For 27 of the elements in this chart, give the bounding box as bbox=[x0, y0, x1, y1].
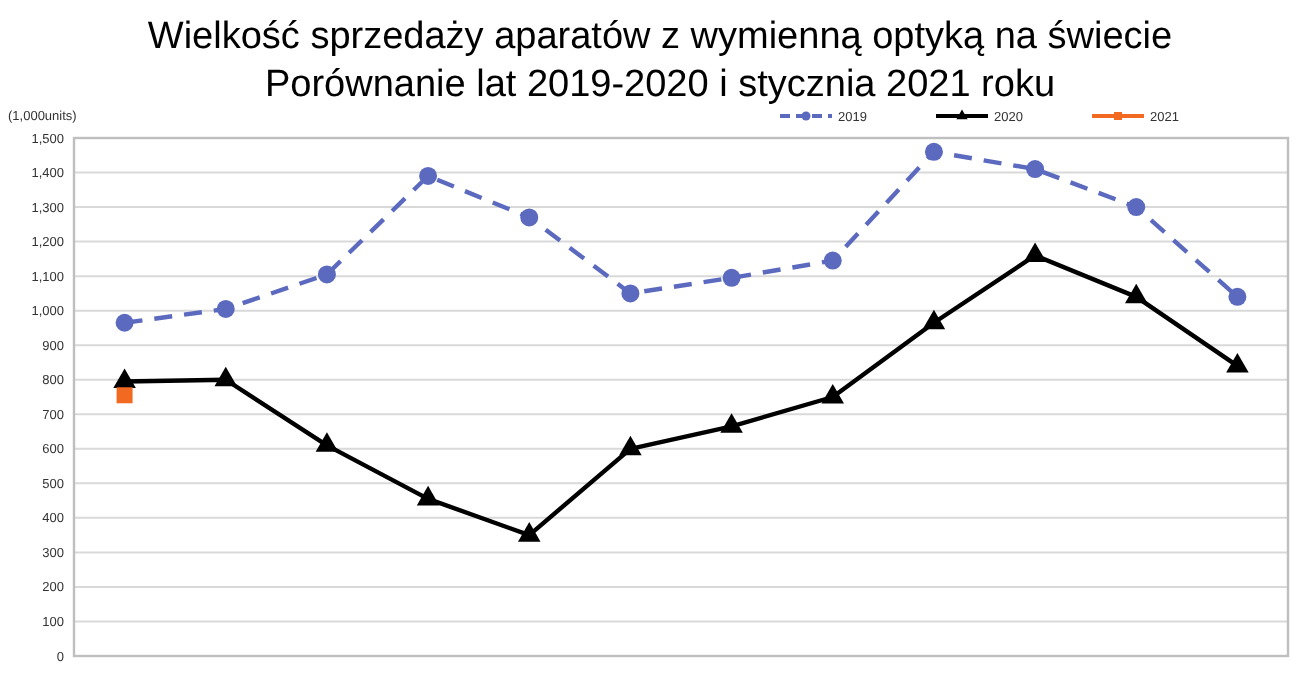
point bbox=[1124, 283, 1148, 304]
point bbox=[823, 251, 842, 270]
point bbox=[722, 268, 741, 287]
chart-title: Wielkość sprzedaży aparatów z wymienną optyką na świecie bbox=[147, 16, 1173, 58]
point bbox=[116, 387, 133, 404]
point bbox=[619, 435, 642, 456]
point bbox=[1226, 352, 1249, 373]
point bbox=[113, 368, 136, 388]
point bbox=[214, 366, 238, 387]
point bbox=[416, 485, 440, 506]
point bbox=[1127, 198, 1146, 217]
point bbox=[317, 265, 336, 284]
point bbox=[216, 299, 235, 318]
point bbox=[517, 522, 541, 542]
point bbox=[922, 309, 946, 330]
point bbox=[621, 284, 640, 303]
point bbox=[419, 166, 438, 185]
point bbox=[1023, 242, 1047, 262]
point bbox=[821, 383, 845, 404]
point bbox=[115, 313, 134, 332]
point bbox=[1228, 287, 1247, 306]
point bbox=[1026, 160, 1045, 179]
point bbox=[315, 432, 339, 452]
chart-subtitle: Porównanie lat 2019-2020 i stycznia 2021 roku bbox=[264, 64, 1056, 106]
point bbox=[720, 413, 743, 433]
point bbox=[924, 142, 943, 161]
point bbox=[520, 208, 539, 227]
